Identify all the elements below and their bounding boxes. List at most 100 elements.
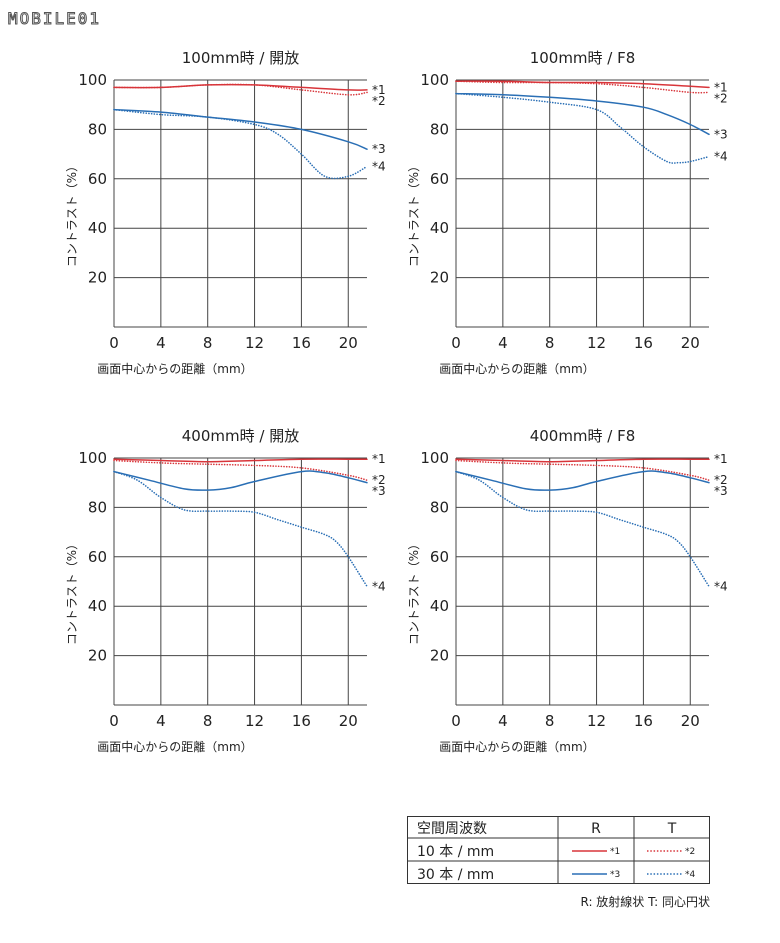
x-tick-label: 12	[245, 712, 264, 730]
legend-key-4: *4	[685, 870, 696, 880]
series-end-label: *4	[372, 159, 386, 173]
x-tick-label: 12	[245, 334, 264, 352]
series-line	[455, 92, 710, 164]
series-line	[113, 108, 368, 180]
x-tick-label: 16	[634, 712, 653, 730]
series-end-label: *4	[714, 579, 728, 593]
mtf-chart-400mm-f8: 400mm時 / F8 0 4 8 12 16 20 20 40 60 80 100 画面中心からの距離…	[392, 418, 732, 768]
y-axis-label: コントラスト（%）	[407, 160, 421, 267]
y-axis-label: コントラスト（%）	[65, 160, 79, 267]
series-end-label: *3	[372, 142, 386, 156]
y-axis-label: コントラスト（%）	[65, 538, 79, 645]
series-end-label: *3	[372, 484, 386, 498]
chart-title: 100mm時 / F8	[530, 49, 636, 67]
x-tick-label: 16	[292, 334, 311, 352]
spatial-frequency-legend: 空間周波数 R T 10 本 / mm 30 本 / mm *1 *2 *3 *…	[407, 816, 713, 886]
series-line	[113, 470, 368, 491]
series-end-label: *4	[714, 150, 728, 164]
x-tick-label: 4	[498, 712, 508, 730]
series-line	[455, 458, 710, 463]
y-tick-label: 40	[430, 597, 449, 615]
series-end-label: *1	[714, 80, 728, 94]
y-tick-label: 80	[430, 498, 449, 516]
x-tick-label: 20	[681, 712, 700, 730]
y-tick-label: 20	[430, 647, 449, 665]
y-tick-label: 40	[88, 219, 107, 237]
legend-note: R: 放射線状 T: 同心円状	[580, 895, 710, 909]
series-end-label: *3	[714, 484, 728, 498]
x-tick-label: 20	[681, 334, 700, 352]
mobile01-logo: MOBILE01	[6, 4, 156, 32]
chart-svg: 100mm時 / F8 0 4 8 12 16 20 20 40 60 80 100 画面中心からの距離…	[407, 49, 728, 376]
x-tick-label: 8	[545, 712, 555, 730]
series-end-label: *2	[714, 473, 728, 487]
chart-svg: 400mm時 / F8 0 4 8 12 16 20 20 40 60 80 100 画面中心からの距離…	[407, 427, 728, 754]
x-tick-label: 8	[545, 334, 555, 352]
series-line	[113, 470, 368, 588]
x-tick-label: 8	[203, 334, 213, 352]
y-tick-label: 80	[88, 120, 107, 138]
x-axis-label: 画面中心からの距離（mm）	[97, 361, 252, 376]
y-tick-label: 60	[430, 548, 449, 566]
chart-svg: 100mm時 / 開放 0 4 8 12 16 20 20 40 60 80 100 画面中心からの距離…	[65, 49, 386, 376]
series-line	[455, 92, 710, 136]
y-tick-label: 20	[88, 269, 107, 287]
legend-row-30: 30 本 / mm	[417, 867, 494, 883]
chart-title: 100mm時 / 開放	[182, 49, 299, 67]
series-end-label: *2	[372, 94, 386, 108]
series-line	[113, 458, 368, 463]
mtf-chart-100mm-open: 100mm時 / 開放 0 4 8 12 16 20 20 40 60 80 100 画面中心からの距離…	[50, 40, 390, 390]
y-tick-label: 100	[420, 71, 449, 89]
x-tick-label: 0	[109, 334, 119, 352]
x-tick-label: 16	[634, 334, 653, 352]
series-line	[113, 83, 368, 96]
mtf-chart-100mm-f8: 100mm時 / F8 0 4 8 12 16 20 20 40 60 80 100 画面中心からの距離…	[392, 40, 732, 390]
x-tick-label: 0	[451, 334, 461, 352]
series-line	[113, 108, 368, 150]
y-tick-label: 80	[430, 120, 449, 138]
x-axis-label: 画面中心からの距離（mm）	[439, 739, 594, 754]
x-axis-label: 画面中心からの距離（mm）	[439, 361, 594, 376]
y-tick-label: 40	[430, 219, 449, 237]
legend-header-frequency: 空間周波数	[417, 821, 487, 837]
y-tick-label: 20	[430, 269, 449, 287]
legend-row-10: 10 本 / mm	[417, 844, 494, 860]
series-line	[455, 459, 710, 481]
y-tick-label: 60	[430, 170, 449, 188]
x-tick-label: 16	[292, 712, 311, 730]
series-end-label: *4	[372, 579, 386, 593]
x-tick-label: 20	[339, 712, 358, 730]
y-tick-label: 60	[88, 170, 107, 188]
y-tick-label: 40	[88, 597, 107, 615]
legend-key-2: *2	[685, 847, 695, 857]
y-tick-label: 100	[420, 449, 449, 467]
series-end-label: *1	[372, 83, 386, 97]
x-tick-label: 4	[498, 334, 508, 352]
legend-key-3: *3	[610, 870, 620, 880]
legend-header-t: T	[667, 821, 677, 837]
series-end-label: *3	[714, 127, 728, 141]
series-end-label: *2	[372, 473, 386, 487]
mtf-chart-400mm-open: 400mm時 / 開放 0 4 8 12 16 20 20 40 60 80 100 画面中心からの距離…	[50, 418, 390, 768]
y-tick-label: 80	[88, 498, 107, 516]
x-tick-label: 0	[451, 712, 461, 730]
legend-key-1: *1	[610, 847, 620, 857]
x-tick-label: 12	[587, 712, 606, 730]
y-tick-label: 60	[88, 548, 107, 566]
chart-title: 400mm時 / F8	[530, 427, 636, 445]
y-tick-label: 20	[88, 647, 107, 665]
y-tick-label: 100	[78, 71, 107, 89]
x-tick-label: 20	[339, 334, 358, 352]
y-axis-label: コントラスト（%）	[407, 538, 421, 645]
y-tick-label: 100	[78, 449, 107, 467]
series-line	[455, 470, 710, 491]
x-tick-label: 0	[109, 712, 119, 730]
x-tick-label: 12	[587, 334, 606, 352]
x-tick-label: 4	[156, 334, 166, 352]
series-end-label: *1	[372, 452, 386, 466]
chart-title: 400mm時 / 開放	[182, 427, 299, 445]
legend-header-r: R	[591, 821, 601, 837]
series-end-label: *1	[714, 452, 728, 466]
x-axis-label: 画面中心からの距離（mm）	[97, 739, 252, 754]
x-tick-label: 8	[203, 712, 213, 730]
